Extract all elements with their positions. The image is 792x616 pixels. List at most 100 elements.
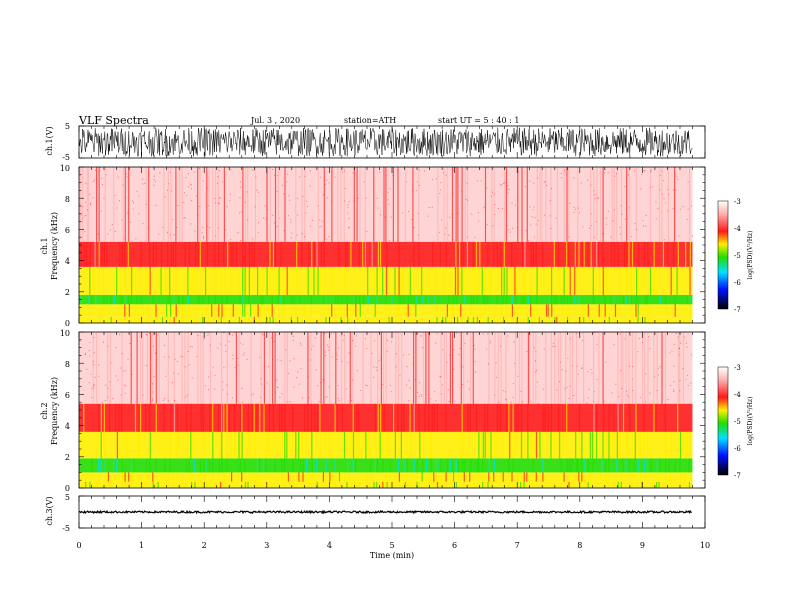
spectrogram-1-speck	[376, 197, 378, 199]
spectrogram-1-speck	[305, 200, 307, 202]
spectrogram-2-speck	[626, 394, 628, 396]
spectrogram-1-speck	[630, 236, 632, 238]
spectrogram-2-streak	[580, 458, 583, 473]
spectrogram-1-band-4	[79, 241, 693, 267]
spectrogram-1-streak	[283, 266, 285, 295]
spectrogram-2-speck	[386, 350, 388, 352]
spectrogram-2-speck	[567, 357, 569, 359]
spectrogram-1-speck	[687, 208, 689, 210]
spectrogram-1-speck	[476, 180, 478, 182]
ch1-waveform-trace	[78, 127, 693, 158]
spectrogram-2-streak	[650, 458, 652, 473]
spectrogram-2-speck	[180, 355, 182, 357]
spectrogram-2-speck	[264, 387, 265, 389]
spectrogram-2-speck	[267, 366, 269, 368]
spectrogram-1-speck	[612, 220, 614, 222]
spectrogram-1-streak	[500, 241, 502, 267]
spectrogram-1-speck	[533, 206, 535, 208]
spectrogram-1-streak	[226, 294, 228, 305]
spectrogram-2-speck	[208, 376, 209, 378]
spectrogram-2-speck	[155, 352, 157, 354]
spectrogram-2-speck	[123, 370, 124, 372]
spectrogram-1-streak	[526, 304, 528, 317]
spectrogram-1-streak	[436, 304, 438, 317]
spectrogram-1-streak	[95, 294, 97, 305]
spectrogram-2-streak	[423, 332, 425, 404]
spectrogram-2-streak	[212, 403, 214, 432]
spectrogram-1-streak	[532, 241, 534, 267]
spectrogram-2-speck	[649, 348, 651, 350]
spectrogram-1-streak	[223, 167, 225, 242]
spectrogram-1-speck	[565, 169, 567, 171]
spectrogram-1-speck	[219, 170, 221, 172]
spectrogram-2-streak	[338, 472, 341, 482]
spectrogram-2-speck	[637, 403, 639, 405]
spectrogram-2-streak	[428, 472, 430, 482]
spectrogram-2-speck	[439, 375, 441, 377]
spectrogram-1-speck	[195, 195, 197, 197]
spectrogram-2-streak	[433, 403, 435, 432]
spectrogram-2-streak	[665, 481, 667, 488]
spectrogram-1-streak	[304, 167, 306, 242]
spectrogram-1-speck	[619, 226, 621, 228]
spectrogram-1-streak	[295, 304, 297, 317]
spectrogram-1-speck	[290, 219, 292, 221]
spectrogram-2-streak	[587, 458, 589, 473]
spectrogram-1-streak	[377, 241, 379, 267]
spectrogram-1-streak	[568, 241, 570, 267]
spectrogram-1-streak	[266, 167, 268, 242]
spectrogram-1-streak	[155, 241, 157, 267]
spectrogram-1-streak	[647, 316, 649, 323]
spectrogram-2-streak	[161, 472, 163, 482]
spectrogram-1-streak	[403, 294, 405, 305]
spectrogram-2-speck	[611, 392, 613, 394]
spectrogram-2-streak	[163, 403, 165, 432]
spectrogram-1-streak	[554, 304, 556, 317]
spectrogram-1-speck	[366, 230, 368, 232]
spectrogram-2-streak	[386, 481, 388, 488]
spectrogram-1-streak	[590, 167, 592, 242]
spectrogram-2-streak	[311, 458, 314, 473]
spectrogram-2-speck	[214, 374, 216, 376]
spectrogram-2-speck	[277, 359, 279, 361]
spectrogram-1-streak	[343, 316, 345, 323]
spectrogram-2-streak	[593, 403, 595, 432]
spectrogram-1-speck	[255, 176, 257, 178]
spectrogram-1-streak	[484, 294, 486, 305]
spectrogram-2-streak	[206, 481, 208, 488]
spectrogram-1-streak	[101, 241, 103, 267]
spectrogram-2-speck	[88, 382, 90, 384]
spectrogram-2-streak	[355, 431, 357, 459]
spectrogram-1-speck	[347, 207, 349, 209]
spectrogram-1-speck	[267, 209, 268, 211]
spectrogram-2-streak	[398, 472, 400, 482]
spectrogram-1-speck	[239, 212, 241, 214]
spectrogram-2-streak	[221, 431, 223, 459]
spectrogram-1-streak	[290, 316, 292, 323]
spectrogram-1-streak	[215, 266, 217, 295]
spectrogram-1-streak	[506, 266, 508, 295]
spectrogram-2-streak	[226, 403, 228, 432]
spectrogram-1-speck	[191, 188, 192, 190]
spectrogram-1-speck	[448, 234, 450, 236]
spectrogram-1-streak	[457, 316, 459, 323]
spectrogram-2-streak	[430, 431, 432, 459]
spectrogram-1-speck	[124, 229, 126, 231]
spectrogram-2-streak	[463, 472, 465, 482]
spectrogram-1-speck	[504, 182, 506, 184]
spectrogram-1-speck	[667, 189, 669, 190]
spectrogram-1-speck	[127, 211, 129, 213]
spectrogram-1-streak	[646, 294, 648, 305]
spectrogram-1-streak	[248, 266, 250, 295]
spectrogram-1-speck	[328, 236, 330, 238]
spectrogram-2-streak	[409, 403, 411, 432]
spectrogram-1-streak	[524, 241, 526, 267]
spectrogram-1-streak	[636, 266, 638, 295]
spectrogram-1-streak	[413, 294, 415, 305]
spectrogram-2-streak	[487, 481, 489, 488]
spectrogram-1-streak	[335, 316, 337, 323]
spectrogram-1-speck	[427, 215, 429, 217]
spectrogram-1-speck	[577, 207, 579, 209]
spectrogram-1-streak	[437, 167, 439, 242]
spectrogram-2-streak	[530, 472, 532, 482]
